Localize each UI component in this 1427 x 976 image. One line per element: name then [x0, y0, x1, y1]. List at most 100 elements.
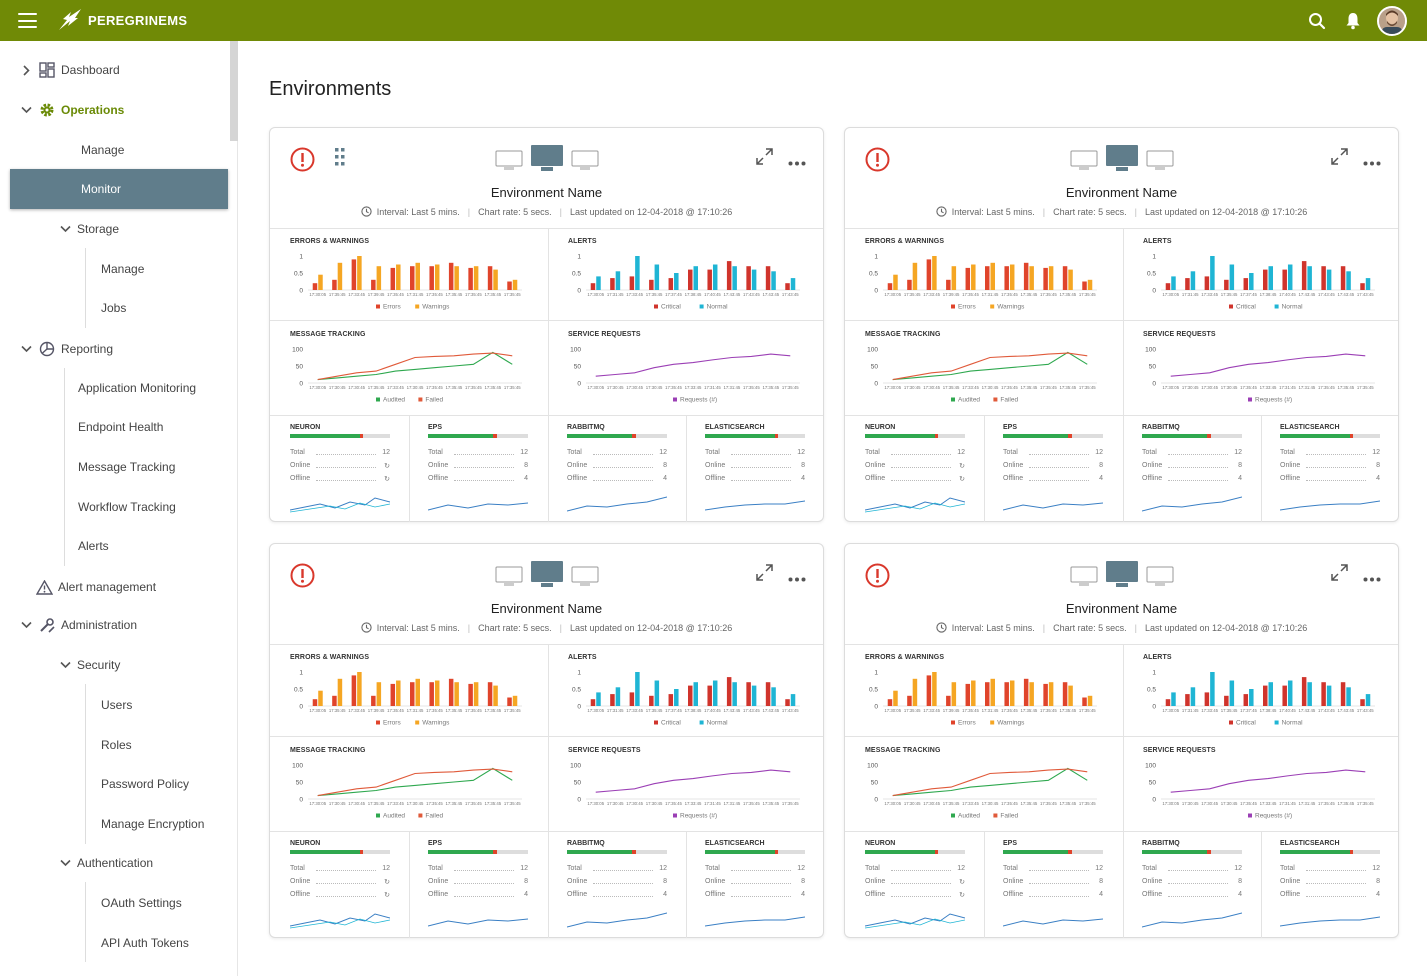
bar — [771, 271, 776, 290]
expand-icon[interactable] — [756, 148, 773, 170]
x-tick-label: 17:33:45 — [387, 385, 404, 390]
bar — [668, 694, 674, 706]
sidebar-item-label: Manage Encryption — [101, 817, 205, 831]
avatar[interactable] — [1377, 5, 1407, 36]
bar — [1224, 279, 1229, 290]
sidebar-item-application-monitoring[interactable]: Application Monitoring — [78, 378, 196, 398]
exclamation-circle-icon[interactable] — [290, 147, 315, 177]
bar — [1004, 266, 1009, 290]
clock-icon — [936, 206, 947, 217]
sidebar-item-authentication[interactable]: Authentication — [57, 853, 153, 873]
errors-warnings-title: ERRORS & WARNINGS — [865, 238, 945, 245]
more-horizontal-icon[interactable] — [788, 153, 806, 171]
bar — [1229, 680, 1235, 706]
legend-swatch — [1274, 720, 1279, 725]
x-tick-label: 17:35:45 — [484, 385, 501, 390]
sidebar-item-oauth-settings[interactable]: OAuth Settings — [101, 893, 182, 913]
y-tick-label: 50 — [871, 364, 879, 371]
expand-icon[interactable] — [756, 564, 773, 586]
sidebar-item-administration[interactable]: Administration — [18, 615, 137, 635]
bar — [1004, 682, 1009, 706]
divider — [1261, 831, 1262, 938]
service-stat-value: 12 — [797, 449, 805, 456]
divider — [548, 415, 549, 522]
hamburger-icon[interactable] — [18, 13, 37, 28]
sidebar-item-password-policy[interactable]: Password Policy — [101, 774, 189, 794]
sidebar-item-endpoint-health[interactable]: Endpoint Health — [78, 417, 163, 437]
sidebar-item-alert-management[interactable]: Alert management — [35, 577, 156, 597]
sidebar-item-alerts[interactable]: Alerts — [78, 536, 109, 556]
sidebar-item-jobs[interactable]: Jobs — [101, 298, 126, 318]
monitor-selector-icon[interactable] — [495, 144, 601, 179]
sparkline-line — [290, 497, 390, 511]
service-health-online — [1003, 434, 1068, 438]
sidebar-scrollbar[interactable] — [230, 41, 238, 141]
sidebar-item-monitor[interactable]: Monitor — [10, 169, 228, 209]
x-tick-label: 17:39:45 — [943, 708, 960, 713]
bar — [590, 699, 596, 706]
sidebar-item-users[interactable]: Users — [101, 695, 132, 715]
bar — [751, 685, 757, 706]
exclamation-circle-icon[interactable] — [865, 563, 890, 593]
monitor-selector-icon[interactable] — [1070, 560, 1176, 595]
leader-dots — [1306, 467, 1366, 468]
sidebar-item-manage[interactable]: Manage — [81, 140, 124, 160]
sidebar-item-operations[interactable]: Operations — [18, 100, 124, 120]
more-horizontal-icon[interactable] — [1363, 153, 1381, 171]
service-stat-label: Offline — [567, 891, 588, 898]
drag-handle-icon[interactable] — [334, 147, 346, 172]
expand-icon[interactable] — [1331, 148, 1348, 170]
bar — [946, 279, 951, 290]
divider — [270, 415, 823, 416]
page-title: Environments — [269, 78, 392, 100]
divider — [984, 831, 985, 938]
bar — [1365, 694, 1371, 706]
sidebar-item-storage[interactable]: Storage — [57, 219, 119, 239]
expand-icon[interactable] — [1331, 564, 1348, 586]
service-stat-label: Total — [567, 865, 582, 872]
alerts-chart: 10.50 17:30:05 17:31:45 17:33:45 17:35:45 17:… — [1147, 670, 1375, 727]
legend-swatch — [654, 304, 658, 309]
bar — [1307, 682, 1312, 706]
sidebar-item-manage-encryption[interactable]: Manage Encryption — [101, 814, 204, 834]
sidebar-item-security[interactable]: Security — [57, 655, 120, 675]
sidebar-item-api-auth-tokens[interactable]: API Auth Tokens — [101, 933, 189, 953]
bar — [318, 274, 323, 290]
leader-dots — [1168, 454, 1228, 455]
sidebar-item-storage-manage[interactable]: Manage — [101, 259, 144, 279]
monitor-selector-icon[interactable] — [495, 560, 601, 595]
message-tracking-title: MESSAGE TRACKING — [290, 331, 366, 338]
sidebar-item-dashboard[interactable]: Dashboard — [18, 60, 120, 80]
service-health-online — [428, 850, 493, 854]
y-tick-label: 1 — [1152, 254, 1156, 261]
x-tick-label: 17:43:45 — [1299, 708, 1316, 713]
monitor-selector-icon[interactable] — [1070, 144, 1176, 179]
legend-swatch — [376, 304, 380, 309]
bell-icon[interactable] — [1335, 12, 1371, 30]
x-tick-label: 17:38:45 — [685, 708, 702, 713]
sidebar-item-reporting[interactable]: Reporting — [18, 339, 113, 359]
leader-dots — [891, 454, 951, 455]
service-health-bar — [1142, 850, 1242, 854]
x-tick-label: 17:31:45 — [407, 292, 424, 297]
sidebar-item-workflow-tracking[interactable]: Workflow Tracking — [78, 497, 176, 517]
search-icon[interactable] — [1299, 12, 1335, 30]
legend-swatch — [1248, 397, 1252, 402]
sidebar-item-message-tracking[interactable]: Message Tracking — [78, 457, 175, 477]
exclamation-circle-icon[interactable] — [865, 147, 890, 177]
service-stat-label: Offline — [865, 475, 886, 482]
bar — [410, 682, 415, 706]
service-title: RABBITMQ — [567, 424, 605, 431]
x-tick-label: 17:35:45 — [1001, 292, 1018, 297]
more-horizontal-icon[interactable] — [788, 569, 806, 587]
sidebar-item-roles[interactable]: Roles — [101, 735, 132, 755]
more-horizontal-icon[interactable] — [1363, 569, 1381, 587]
app-logo[interactable]: PEREGRINEMS — [57, 8, 187, 32]
sidebar-item-label: Users — [101, 698, 133, 712]
series-line — [595, 353, 791, 377]
y-tick-label: 1 — [577, 254, 581, 261]
service-health-bar — [865, 850, 965, 854]
exclamation-circle-icon[interactable] — [290, 563, 315, 593]
chevron-down-icon — [18, 106, 34, 114]
bar — [732, 266, 737, 290]
